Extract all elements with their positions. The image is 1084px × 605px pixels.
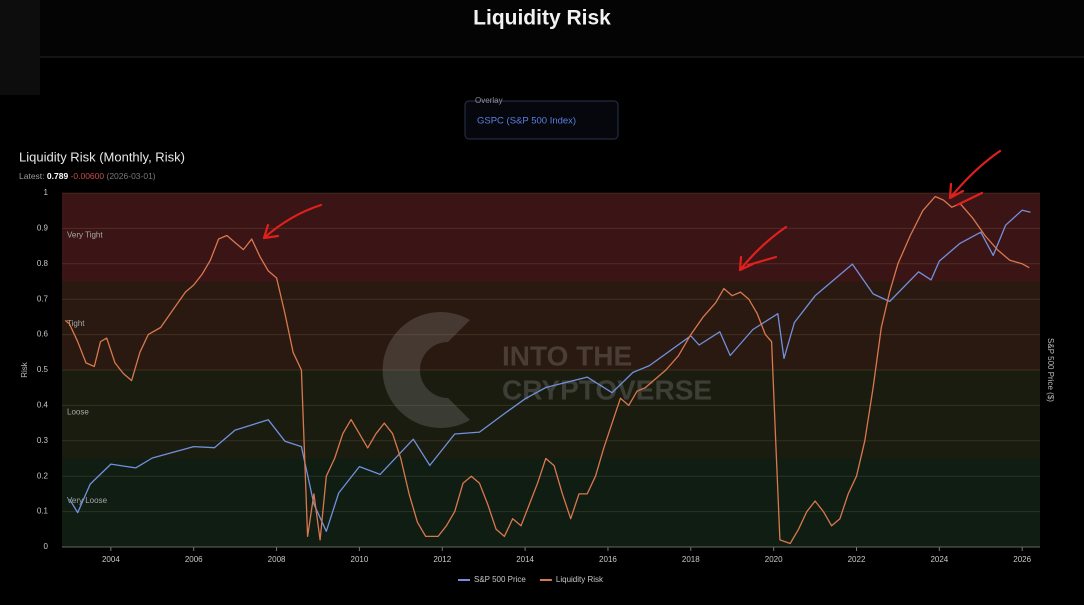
x-tick-label: 2012: [433, 555, 451, 564]
latest-value: 0.789: [47, 171, 69, 181]
y-tick-label: 0.6: [37, 330, 49, 339]
zone-band: [62, 193, 1040, 282]
header-bar: [40, 0, 1084, 57]
x-tick-label: 2010: [351, 555, 369, 564]
y-tick-label: 0.2: [37, 471, 49, 480]
zone-label: Tight: [67, 319, 85, 328]
plot: [64, 195, 1031, 545]
y-axis-label: Risk: [20, 361, 29, 378]
y-tick-label: 1: [44, 188, 49, 197]
latest-date: (2026-03-01): [107, 171, 156, 181]
x-tick-label: 2016: [599, 555, 617, 564]
arrow: [738, 225, 788, 272]
y-tick-label: 0.3: [37, 436, 49, 445]
latest-line: Latest: 0.789 -0.00600 (2026-03-01): [19, 171, 156, 181]
watermark-text: INTO THE: [502, 340, 632, 371]
series-line: [68, 209, 1031, 532]
x-tick-label: 2014: [516, 555, 534, 564]
legend: S&P 500 Price Liquidity Risk: [458, 575, 604, 584]
x-tick-label: 2006: [185, 555, 203, 564]
y-tick-label: 0.9: [37, 224, 49, 233]
y2-axis-label: S&P 500 Price ($): [1046, 338, 1055, 402]
arrow: [262, 203, 323, 240]
overlay-value: GSPC (S&P 500 Index): [477, 116, 576, 127]
annotation-arrows: [262, 149, 1002, 272]
page-title: Liquidity Risk: [473, 7, 611, 30]
zone-band: [62, 370, 1040, 459]
x-tick-label: 2026: [1013, 555, 1031, 564]
x-tick-label: 2024: [930, 555, 948, 564]
latest-label: Latest:: [19, 171, 45, 181]
x-tick-label: 2022: [848, 555, 866, 564]
y-tick-label: 0.7: [37, 294, 49, 303]
watermark: INTO THE CRYPTOVERSE: [382, 312, 712, 429]
y-tick-label: 0.1: [37, 507, 49, 516]
zone-label: Very Tight: [67, 230, 103, 239]
y-tick-label: 0.4: [37, 401, 49, 410]
y-tick-label: 0: [44, 542, 49, 551]
arrow: [948, 149, 1002, 207]
axes: 0 0.1 0.2 0.3 0.4 0.5 0.6 0.7 0.8 0.9 1 2004 2006 200…: [37, 188, 1040, 564]
grid: [62, 192, 1040, 548]
x-tick-label: 2020: [765, 555, 783, 564]
overlay-select[interactable]: [464, 100, 619, 140]
x-tick-label: 2008: [268, 555, 286, 564]
y-tick-label: 0.8: [37, 259, 49, 268]
legend-label: S&P 500 Price: [474, 575, 526, 584]
x-tick-label: 2018: [682, 555, 700, 564]
zone-label: Very Loose: [67, 496, 108, 505]
watermark-logo: [382, 312, 470, 429]
chart-title: Liquidity Risk (Monthly, Risk): [19, 149, 185, 164]
zone-band: [62, 458, 1040, 547]
y-tick-label: 0.5: [37, 365, 49, 374]
overlay-label: Overlay: [475, 96, 503, 105]
sidebar: [0, 0, 40, 95]
x-tick-label: 2004: [102, 555, 120, 564]
legend-label: Liquidity Risk: [556, 575, 604, 584]
zones: Very Tight Tight Loose Very Loose: [62, 193, 1040, 547]
series-line: [64, 195, 1030, 545]
latest-change: -0.00600: [71, 171, 105, 181]
zone-label: Loose: [67, 407, 89, 416]
